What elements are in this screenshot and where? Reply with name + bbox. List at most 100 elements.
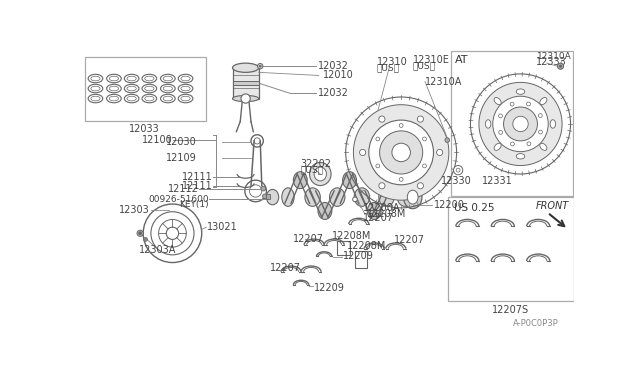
Ellipse shape [266,189,279,205]
Text: 12030: 12030 [166,137,197,147]
Text: 12111: 12111 [182,172,212,182]
Text: 12112: 12112 [168,184,198,194]
Text: 〈US〉: 〈US〉 [413,62,436,71]
Text: 12303: 12303 [118,205,149,215]
Circle shape [137,230,143,236]
Ellipse shape [516,154,525,159]
Text: 12207: 12207 [270,263,301,273]
Ellipse shape [516,89,525,94]
Circle shape [422,137,426,141]
Text: 12207S: 12207S [492,305,529,315]
Ellipse shape [494,143,501,150]
Text: 12033: 12033 [129,124,160,134]
Text: 12032: 12032 [318,61,349,71]
Ellipse shape [379,188,394,206]
Text: 〈US〉: 〈US〉 [376,63,399,72]
Circle shape [557,63,564,69]
Bar [232,68,259,99]
Bar [337,241,349,255]
Circle shape [380,131,422,174]
Text: 12330: 12330 [441,176,472,186]
Text: FRONT: FRONT [536,201,569,211]
Ellipse shape [354,188,369,206]
Ellipse shape [367,202,381,219]
Circle shape [379,116,385,122]
Circle shape [259,65,261,67]
Circle shape [143,238,147,241]
Text: 12200: 12200 [433,200,465,210]
Bar [448,197,573,301]
Circle shape [513,116,528,132]
Bar [84,57,206,121]
Circle shape [454,166,463,175]
Text: US 0.25: US 0.25 [454,203,494,213]
Text: KEY(1): KEY(1) [179,200,209,209]
Circle shape [376,137,380,141]
Text: 00926-51600: 00926-51600 [148,195,209,204]
Ellipse shape [305,188,320,206]
Circle shape [261,186,266,191]
Ellipse shape [540,97,547,105]
Ellipse shape [232,63,259,73]
Circle shape [392,143,410,162]
Text: 12209: 12209 [344,251,374,262]
Text: 12310: 12310 [376,57,407,67]
Text: 12010: 12010 [323,70,353,80]
Text: 12310A: 12310A [536,52,572,61]
Ellipse shape [407,190,418,204]
Ellipse shape [318,202,332,219]
Text: 12310A: 12310A [425,77,462,87]
Text: 12208M: 12208M [348,241,387,251]
Circle shape [479,82,562,166]
Ellipse shape [293,172,307,189]
Circle shape [376,164,380,168]
Bar [232,81,259,86]
Ellipse shape [403,186,422,209]
Ellipse shape [310,163,331,186]
Text: 12331: 12331 [482,176,513,186]
Text: 12333: 12333 [536,57,566,67]
Circle shape [527,142,531,146]
Text: 12207: 12207 [363,213,394,223]
Circle shape [417,183,424,189]
Ellipse shape [330,188,345,206]
Text: 12207: 12207 [293,234,324,244]
Circle shape [422,164,426,168]
Circle shape [379,183,385,189]
Circle shape [353,197,357,202]
Text: 13021: 13021 [207,222,238,232]
Text: 12032: 12032 [318,88,349,98]
Circle shape [527,102,531,106]
Text: 12111: 12111 [182,181,212,191]
Circle shape [360,150,365,155]
Text: A-P0C0P3P: A-P0C0P3P [513,319,559,328]
Circle shape [445,138,449,142]
Ellipse shape [397,188,413,206]
Text: 12208M: 12208M [332,231,371,241]
Circle shape [436,150,443,155]
Circle shape [139,232,141,235]
Text: 12303A: 12303A [140,245,177,255]
Circle shape [499,114,502,118]
Ellipse shape [540,143,547,150]
Bar [355,251,367,268]
Circle shape [511,142,515,146]
Text: 12100: 12100 [141,135,172,145]
Circle shape [510,102,514,106]
Text: 〈US〉: 〈US〉 [300,166,323,174]
Text: 12208M: 12208M [367,209,406,219]
Bar [266,194,270,199]
Ellipse shape [314,167,326,181]
Text: 12109: 12109 [166,153,197,163]
Text: 12209: 12209 [314,283,345,293]
Ellipse shape [232,96,259,102]
Circle shape [399,177,403,181]
Circle shape [399,124,403,128]
Text: 12200A: 12200A [363,203,400,213]
Text: 12207: 12207 [394,235,425,245]
Circle shape [257,64,263,69]
Circle shape [241,94,250,103]
Text: 32202: 32202 [300,159,332,169]
Ellipse shape [486,120,491,128]
Ellipse shape [342,172,356,189]
